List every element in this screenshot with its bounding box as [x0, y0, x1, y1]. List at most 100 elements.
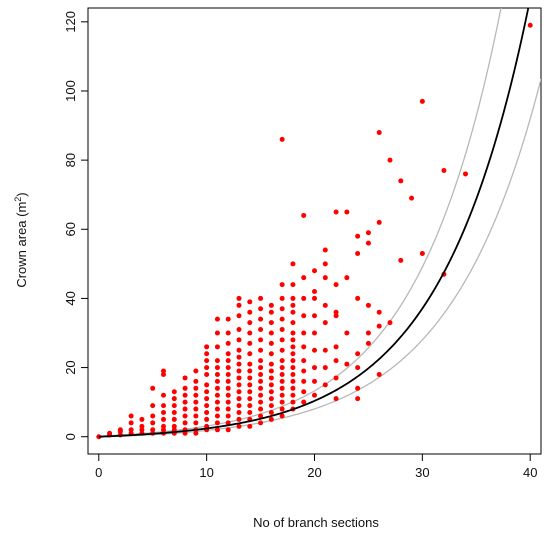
data-point	[290, 261, 296, 267]
data-point	[182, 385, 188, 391]
data-point	[290, 385, 296, 391]
data-point	[128, 420, 134, 426]
data-point	[322, 382, 328, 388]
data-point	[279, 347, 285, 353]
data-point	[268, 396, 274, 402]
data-point	[117, 427, 123, 433]
data-point	[258, 337, 264, 343]
lower-band-line	[98, 78, 541, 438]
data-points-group	[96, 22, 533, 440]
data-point	[268, 368, 274, 374]
data-point	[247, 299, 253, 305]
fit-curve-group	[98, 8, 530, 438]
data-point	[258, 327, 264, 333]
data-point	[279, 406, 285, 412]
data-point	[312, 365, 317, 371]
data-point	[301, 330, 307, 336]
data-point	[247, 368, 253, 374]
data-point	[441, 168, 447, 173]
data-point	[225, 392, 231, 398]
data-point	[333, 375, 339, 381]
data-point	[225, 399, 231, 405]
data-point	[355, 295, 361, 301]
data-point	[193, 368, 199, 374]
data-point	[193, 406, 199, 412]
data-point	[150, 413, 156, 419]
data-point	[279, 136, 285, 142]
fit-curve-line	[98, 8, 530, 438]
data-point	[247, 389, 253, 395]
data-point	[171, 403, 177, 409]
data-point	[236, 375, 242, 381]
data-point	[463, 171, 468, 177]
y-tick-label: 40	[63, 291, 78, 305]
data-point	[322, 275, 328, 281]
data-point	[268, 389, 274, 395]
data-point	[236, 361, 242, 367]
data-point	[290, 282, 296, 288]
data-point	[225, 351, 231, 357]
data-point	[398, 257, 404, 263]
data-point	[139, 416, 145, 422]
data-point	[225, 427, 231, 433]
data-point	[128, 413, 134, 419]
data-point	[193, 385, 199, 391]
data-point	[312, 392, 317, 398]
data-point	[322, 320, 328, 326]
data-point	[171, 389, 177, 395]
data-point	[225, 340, 231, 346]
data-point	[312, 295, 317, 301]
data-point	[236, 382, 242, 388]
data-point	[279, 358, 285, 364]
data-point	[333, 358, 339, 364]
data-point	[214, 365, 220, 371]
data-point	[225, 316, 231, 322]
data-point	[279, 282, 285, 288]
data-point	[279, 316, 285, 322]
data-point	[258, 358, 264, 364]
data-point	[312, 313, 317, 319]
data-point	[236, 396, 242, 402]
data-point	[214, 399, 220, 405]
data-point	[279, 371, 285, 377]
data-point	[258, 378, 264, 384]
data-point	[236, 389, 242, 395]
data-point	[268, 351, 274, 357]
data-point	[376, 219, 382, 225]
data-point	[193, 392, 199, 398]
data-point	[279, 378, 285, 384]
data-point	[236, 302, 242, 308]
data-point	[268, 416, 274, 422]
data-point	[236, 347, 242, 353]
data-point	[355, 351, 361, 357]
data-point	[214, 413, 220, 419]
data-point	[182, 399, 188, 405]
data-point	[193, 430, 199, 436]
data-point	[247, 330, 253, 336]
data-point	[161, 416, 166, 422]
y-tick-label: 100	[63, 80, 78, 102]
x-tick-label: 40	[523, 465, 537, 480]
data-point	[258, 347, 264, 353]
data-point	[247, 396, 253, 402]
data-point	[193, 378, 199, 384]
data-point	[161, 410, 166, 416]
data-point	[161, 371, 166, 377]
data-point	[225, 330, 231, 336]
data-point	[290, 337, 296, 343]
data-point	[171, 396, 177, 402]
data-point	[279, 399, 285, 405]
data-point	[290, 399, 296, 405]
data-point	[333, 309, 339, 315]
data-point	[268, 410, 274, 416]
data-point	[312, 268, 317, 274]
data-point	[258, 371, 264, 377]
y-tick-label: 60	[63, 222, 78, 236]
data-point	[236, 410, 242, 416]
data-point	[247, 309, 253, 315]
data-point	[193, 413, 199, 419]
data-point	[355, 396, 361, 402]
data-point	[225, 358, 231, 364]
data-point	[182, 420, 188, 426]
data-point	[214, 358, 220, 364]
